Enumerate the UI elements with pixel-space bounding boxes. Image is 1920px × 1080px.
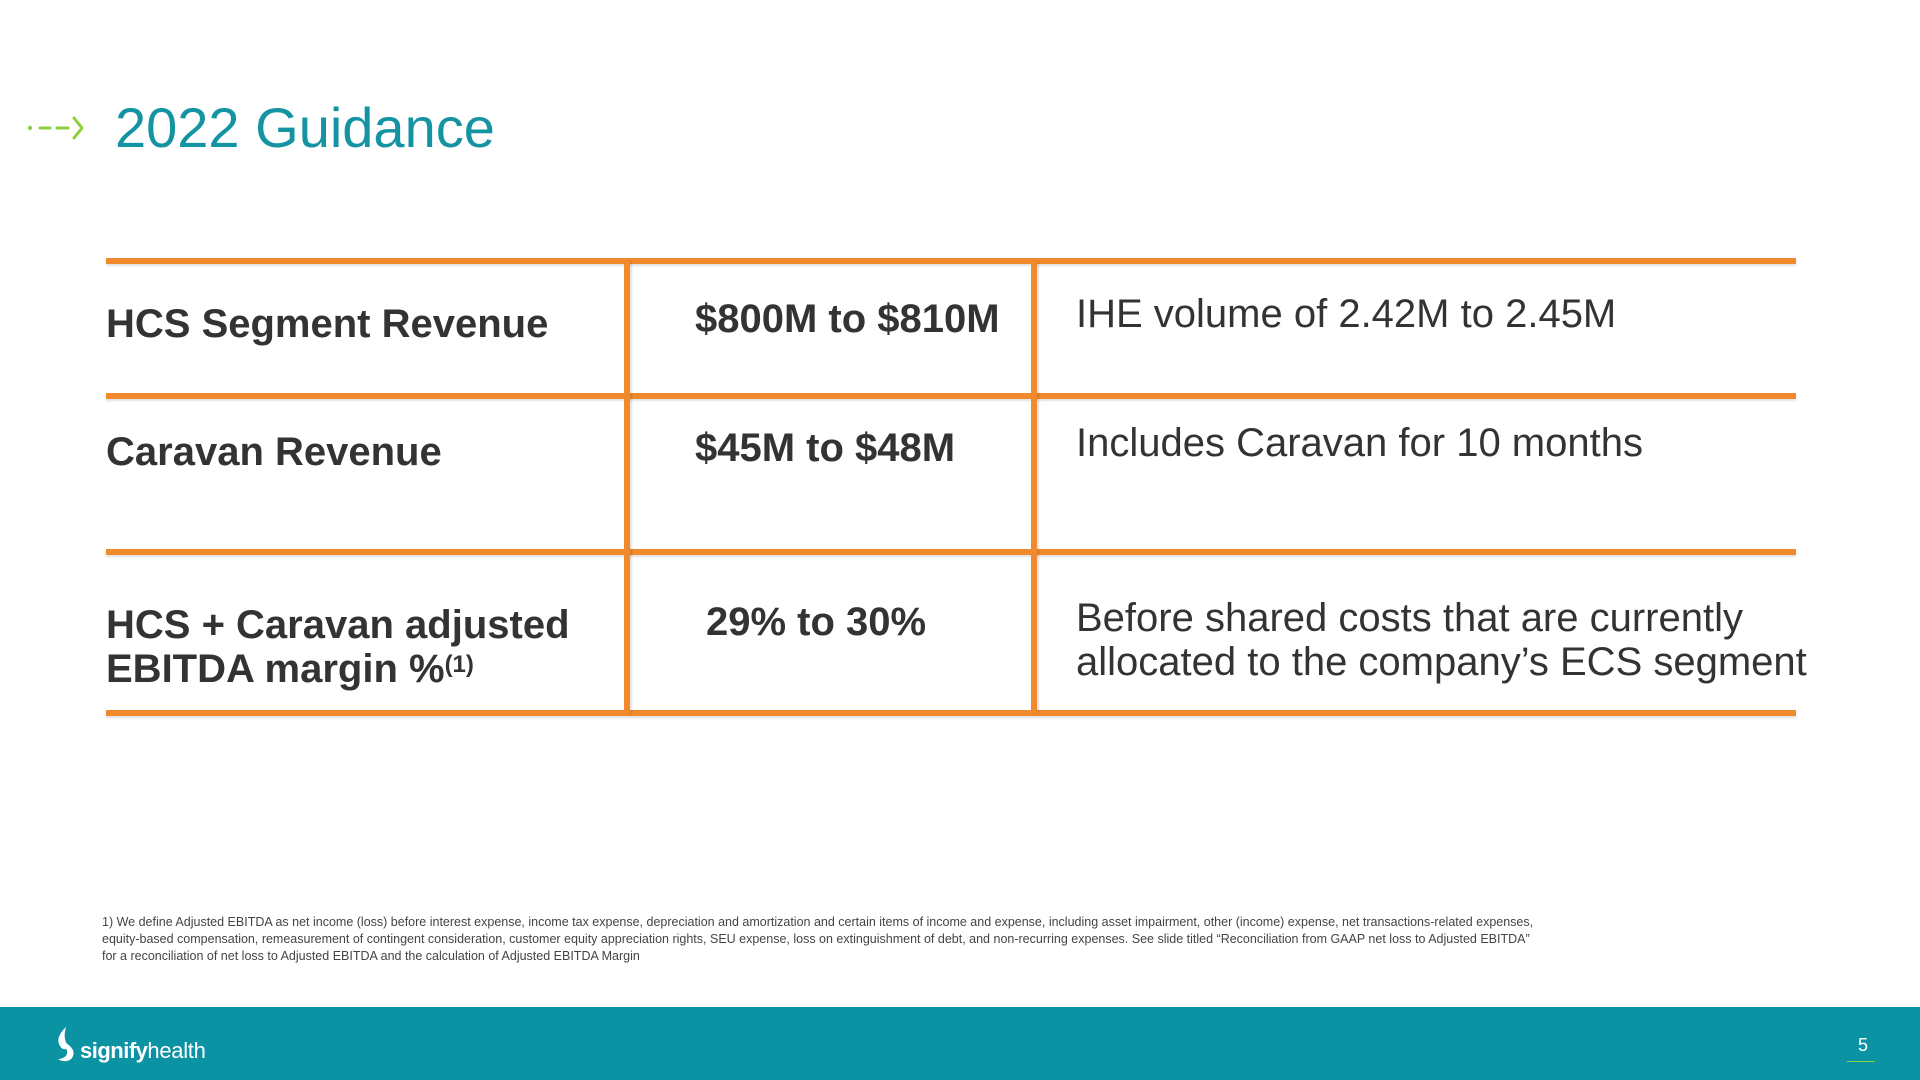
row-note-adjusted-ebitda-margin: Before shared costs that are currently a…	[1076, 596, 1807, 684]
row-value-caravan-revenue: $45M to $48M	[695, 426, 956, 470]
row-value-adjusted-ebitda-margin: 29% to 30%	[706, 600, 927, 644]
row-note-line-1: Before shared costs that are currently	[1076, 596, 1743, 640]
row-label-line-2: EBITDA margin %(1)	[106, 647, 570, 691]
logo-text-health: health	[147, 1038, 206, 1063]
table-rule-bottom	[106, 710, 1796, 716]
table-rule-top	[106, 258, 1796, 264]
row-label-line-2-text: EBITDA margin %	[106, 647, 445, 691]
footnote-marker: (1)	[444, 651, 474, 678]
row-value-hcs-segment-revenue: $800M to $810M	[695, 297, 1000, 341]
row-label-line-1: HCS + Caravan adjusted	[106, 603, 570, 647]
table-rule-2	[106, 549, 1796, 555]
row-label-hcs-segment-revenue: HCS Segment Revenue	[106, 302, 549, 346]
row-note-line-2: allocated to the company’s ECS segment	[1076, 640, 1807, 684]
dashed-arrow-icon	[27, 116, 84, 140]
signify-health-logo: signify health	[54, 1024, 206, 1064]
row-label-caravan-revenue: Caravan Revenue	[106, 430, 442, 474]
row-note-caravan-revenue: Includes Caravan for 10 months	[1076, 421, 1643, 465]
page-number-underline	[1847, 1061, 1875, 1062]
footer-band	[0, 1007, 1920, 1080]
signify-health-logo-icon	[58, 1027, 74, 1062]
table-rule-1	[106, 393, 1796, 399]
page-number: 5	[1857, 1035, 1868, 1055]
page-title: 2022 Guidance	[115, 96, 495, 159]
row-note-hcs-segment-revenue: IHE volume of 2.42M to 2.45M	[1076, 292, 1617, 336]
row-label-adjusted-ebitda-margin: HCS + Caravan adjusted EBITDA margin %(1…	[106, 603, 570, 691]
table-divider-1	[624, 261, 630, 713]
table-divider-2	[1031, 261, 1037, 713]
footnote: 1) We define Adjusted EBITDA as net inco…	[102, 915, 1534, 963]
logo-text-signify: signify	[80, 1038, 148, 1063]
